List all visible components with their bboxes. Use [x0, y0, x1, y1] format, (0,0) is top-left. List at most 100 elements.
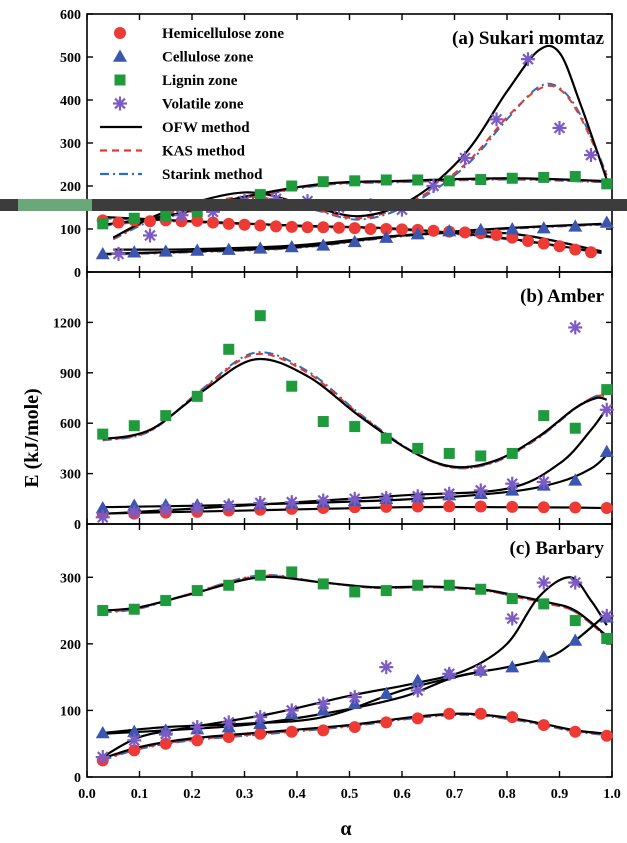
lig-point-shape [475, 450, 487, 462]
vol-point [473, 663, 488, 678]
lig-point-shape [317, 176, 329, 188]
lig-point-shape [128, 420, 140, 432]
hemi-point [569, 243, 582, 256]
vol-point-stroke [506, 477, 518, 490]
vol-point [127, 733, 142, 748]
lig-point [191, 206, 203, 218]
vol-point-stroke [144, 229, 156, 242]
lig-point [475, 174, 487, 186]
vol-point-stroke [254, 711, 266, 723]
hemi-point [537, 501, 550, 514]
lig-point [160, 210, 172, 222]
lig-point-shape [97, 605, 109, 617]
hemi-point-shape [569, 725, 582, 738]
hemi-point [238, 218, 251, 231]
lig-point [443, 447, 455, 459]
hemi-point [537, 719, 550, 732]
lig-point [286, 180, 298, 192]
cell-point-shape [599, 444, 614, 458]
legend-marker-hemi [114, 27, 126, 39]
vol-point [521, 52, 535, 67]
hemi-point [380, 223, 393, 235]
vol-point [347, 690, 362, 705]
vol-point [410, 683, 425, 698]
hemi-point [207, 216, 219, 229]
hemi-point-shape [569, 243, 582, 256]
hemi-point-shape [411, 712, 424, 725]
vol-point-stroke [380, 492, 392, 504]
hemi-point-shape [427, 224, 440, 237]
hemi-point-shape [270, 220, 282, 233]
cell-point-shape [158, 244, 173, 257]
x-tick-label: 0.6 [393, 787, 411, 802]
vol-point [599, 608, 614, 623]
hemi-point-shape [380, 223, 393, 235]
vol-point [143, 228, 157, 243]
vol-point-stroke [506, 612, 518, 625]
lig-point-shape [569, 615, 581, 627]
vol-point-stroke [349, 691, 361, 703]
x-tick-label: 0.9 [551, 787, 569, 802]
hemi-point-shape [506, 500, 519, 513]
lig-point [97, 605, 109, 617]
cell-point [599, 444, 614, 458]
cell-point [536, 650, 551, 663]
hemi-point-shape [285, 220, 298, 233]
lig-point [601, 384, 613, 396]
lig-point-shape [160, 410, 172, 422]
cell-point [347, 234, 362, 248]
lig-point [191, 585, 203, 597]
y-tick-label: 900 [60, 367, 81, 382]
lig-point [97, 218, 109, 230]
legend-marker-vol-stroke [114, 97, 126, 110]
lig-point-shape [191, 206, 203, 218]
scan-artifact-bar [0, 199, 627, 211]
lig-point [317, 578, 329, 590]
cell-point [473, 222, 488, 236]
lig-point-shape [223, 579, 235, 591]
vol-point-stroke [553, 122, 566, 134]
cell-point-shape [505, 222, 520, 235]
panel-3: 0 100 200 300 (c) Barbary [60, 523, 614, 786]
hemi-point-shape [585, 246, 597, 259]
hemi-point-shape [600, 502, 613, 515]
lig-point [191, 390, 203, 402]
lig-point [317, 176, 329, 188]
vol-point-stroke [286, 496, 298, 508]
hemi-point-shape [459, 226, 471, 239]
hemi-point-shape [522, 235, 534, 248]
vol-point [316, 493, 331, 508]
lig-point-shape [254, 569, 266, 581]
cell-point-shape [127, 245, 142, 258]
x-tick-label: 0.1 [131, 787, 149, 802]
legend-line-label-2: Starink method [162, 167, 263, 183]
legend-label-hemi: Hemicellulose zone [162, 26, 284, 42]
hemi-point-shape [474, 500, 487, 513]
hemi-point [506, 500, 519, 513]
scan-artifact-highlight [18, 199, 92, 211]
x-tick-label: 0.5 [341, 787, 359, 802]
lig-point [380, 174, 392, 186]
vol-point [158, 502, 173, 517]
lig-point-shape [569, 171, 581, 183]
hemi-point-shape [301, 221, 314, 234]
y-tick-label: 300 [60, 137, 81, 152]
x-axis-label: α [340, 818, 351, 840]
vol-point [95, 750, 110, 765]
cell-point-shape [473, 222, 488, 236]
cell-point-shape [379, 230, 394, 243]
vol-point [158, 726, 173, 741]
hemi-point [474, 500, 487, 513]
lig-point [380, 432, 392, 444]
legend-label-cell: Cellulose zone [162, 50, 254, 66]
vol-point-stroke [490, 113, 503, 126]
lig-point [286, 566, 298, 578]
hemi-point [317, 724, 330, 737]
lig-point [128, 420, 140, 432]
lig-point [160, 595, 172, 607]
vol-point [599, 402, 614, 417]
lig-point [443, 579, 455, 591]
lig-point-shape [286, 180, 298, 192]
x-tick-label: 0.2 [183, 787, 201, 802]
lig-point-shape [349, 586, 361, 598]
